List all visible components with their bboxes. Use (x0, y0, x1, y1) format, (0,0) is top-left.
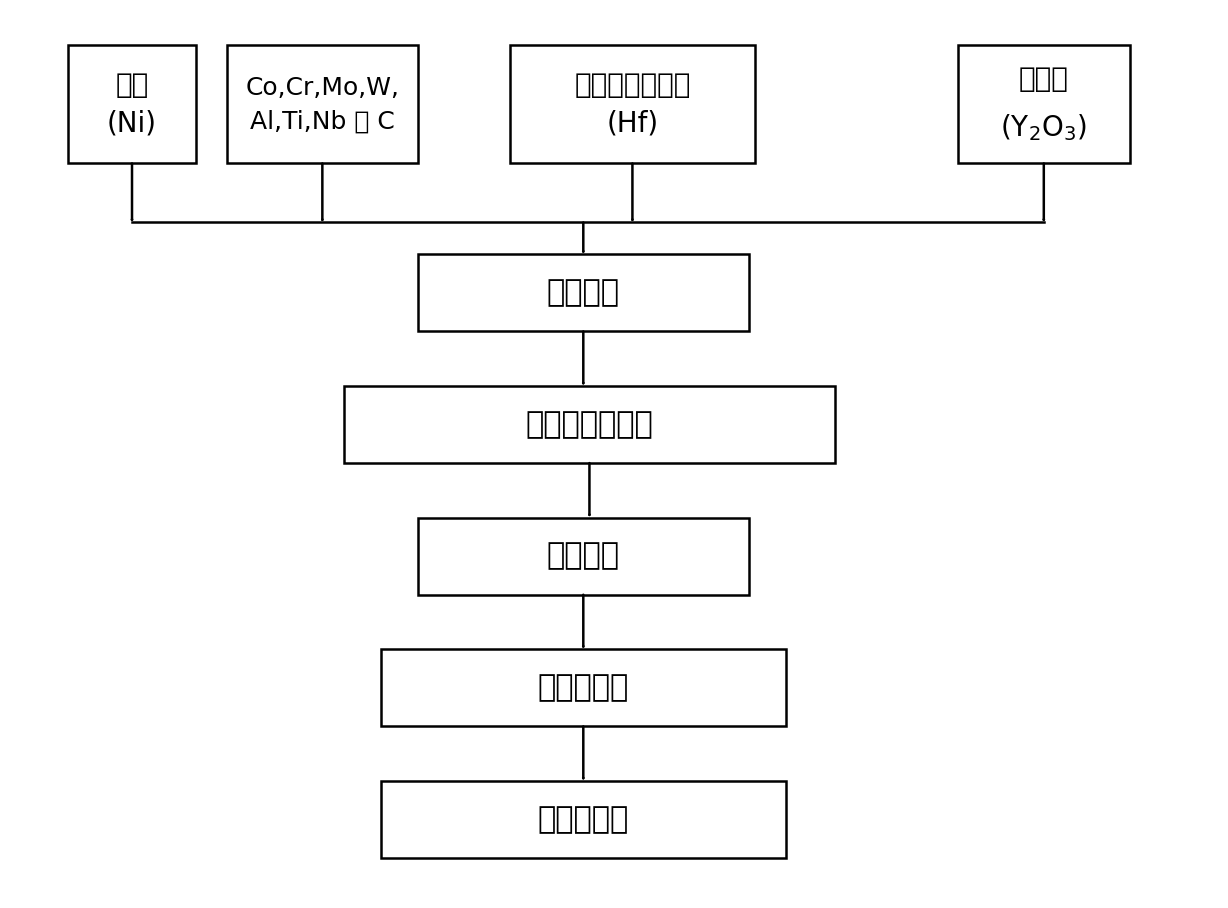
Bar (510, 45, 755, 163)
Bar (227, 45, 418, 163)
Text: 热等静压: 热等静压 (546, 542, 620, 570)
Bar (381, 649, 786, 726)
Bar (344, 386, 835, 463)
Text: Co,Cr,Mo,W,
Al,Ti,Nb 和 C: Co,Cr,Mo,W, Al,Ti,Nb 和 C (246, 75, 399, 133)
Bar (958, 45, 1130, 163)
Text: 粉末包套与封焊: 粉末包套与封焊 (526, 410, 653, 439)
Text: 弥散相: 弥散相 (1019, 65, 1068, 93)
Text: 固溶热处理: 固溶热处理 (538, 674, 629, 702)
Bar (68, 45, 196, 163)
Text: 基体
(Ni): 基体 (Ni) (107, 71, 157, 138)
Bar (381, 781, 786, 858)
Text: 氧化物细化元素
(Hf): 氧化物细化元素 (Hf) (575, 71, 690, 138)
Text: 时效热处理: 时效热处理 (538, 805, 629, 834)
Bar (418, 254, 749, 331)
Bar (418, 518, 749, 595)
Text: 高能球磨: 高能球磨 (546, 279, 620, 307)
Text: (Y$_2$O$_3$): (Y$_2$O$_3$) (1001, 112, 1087, 143)
